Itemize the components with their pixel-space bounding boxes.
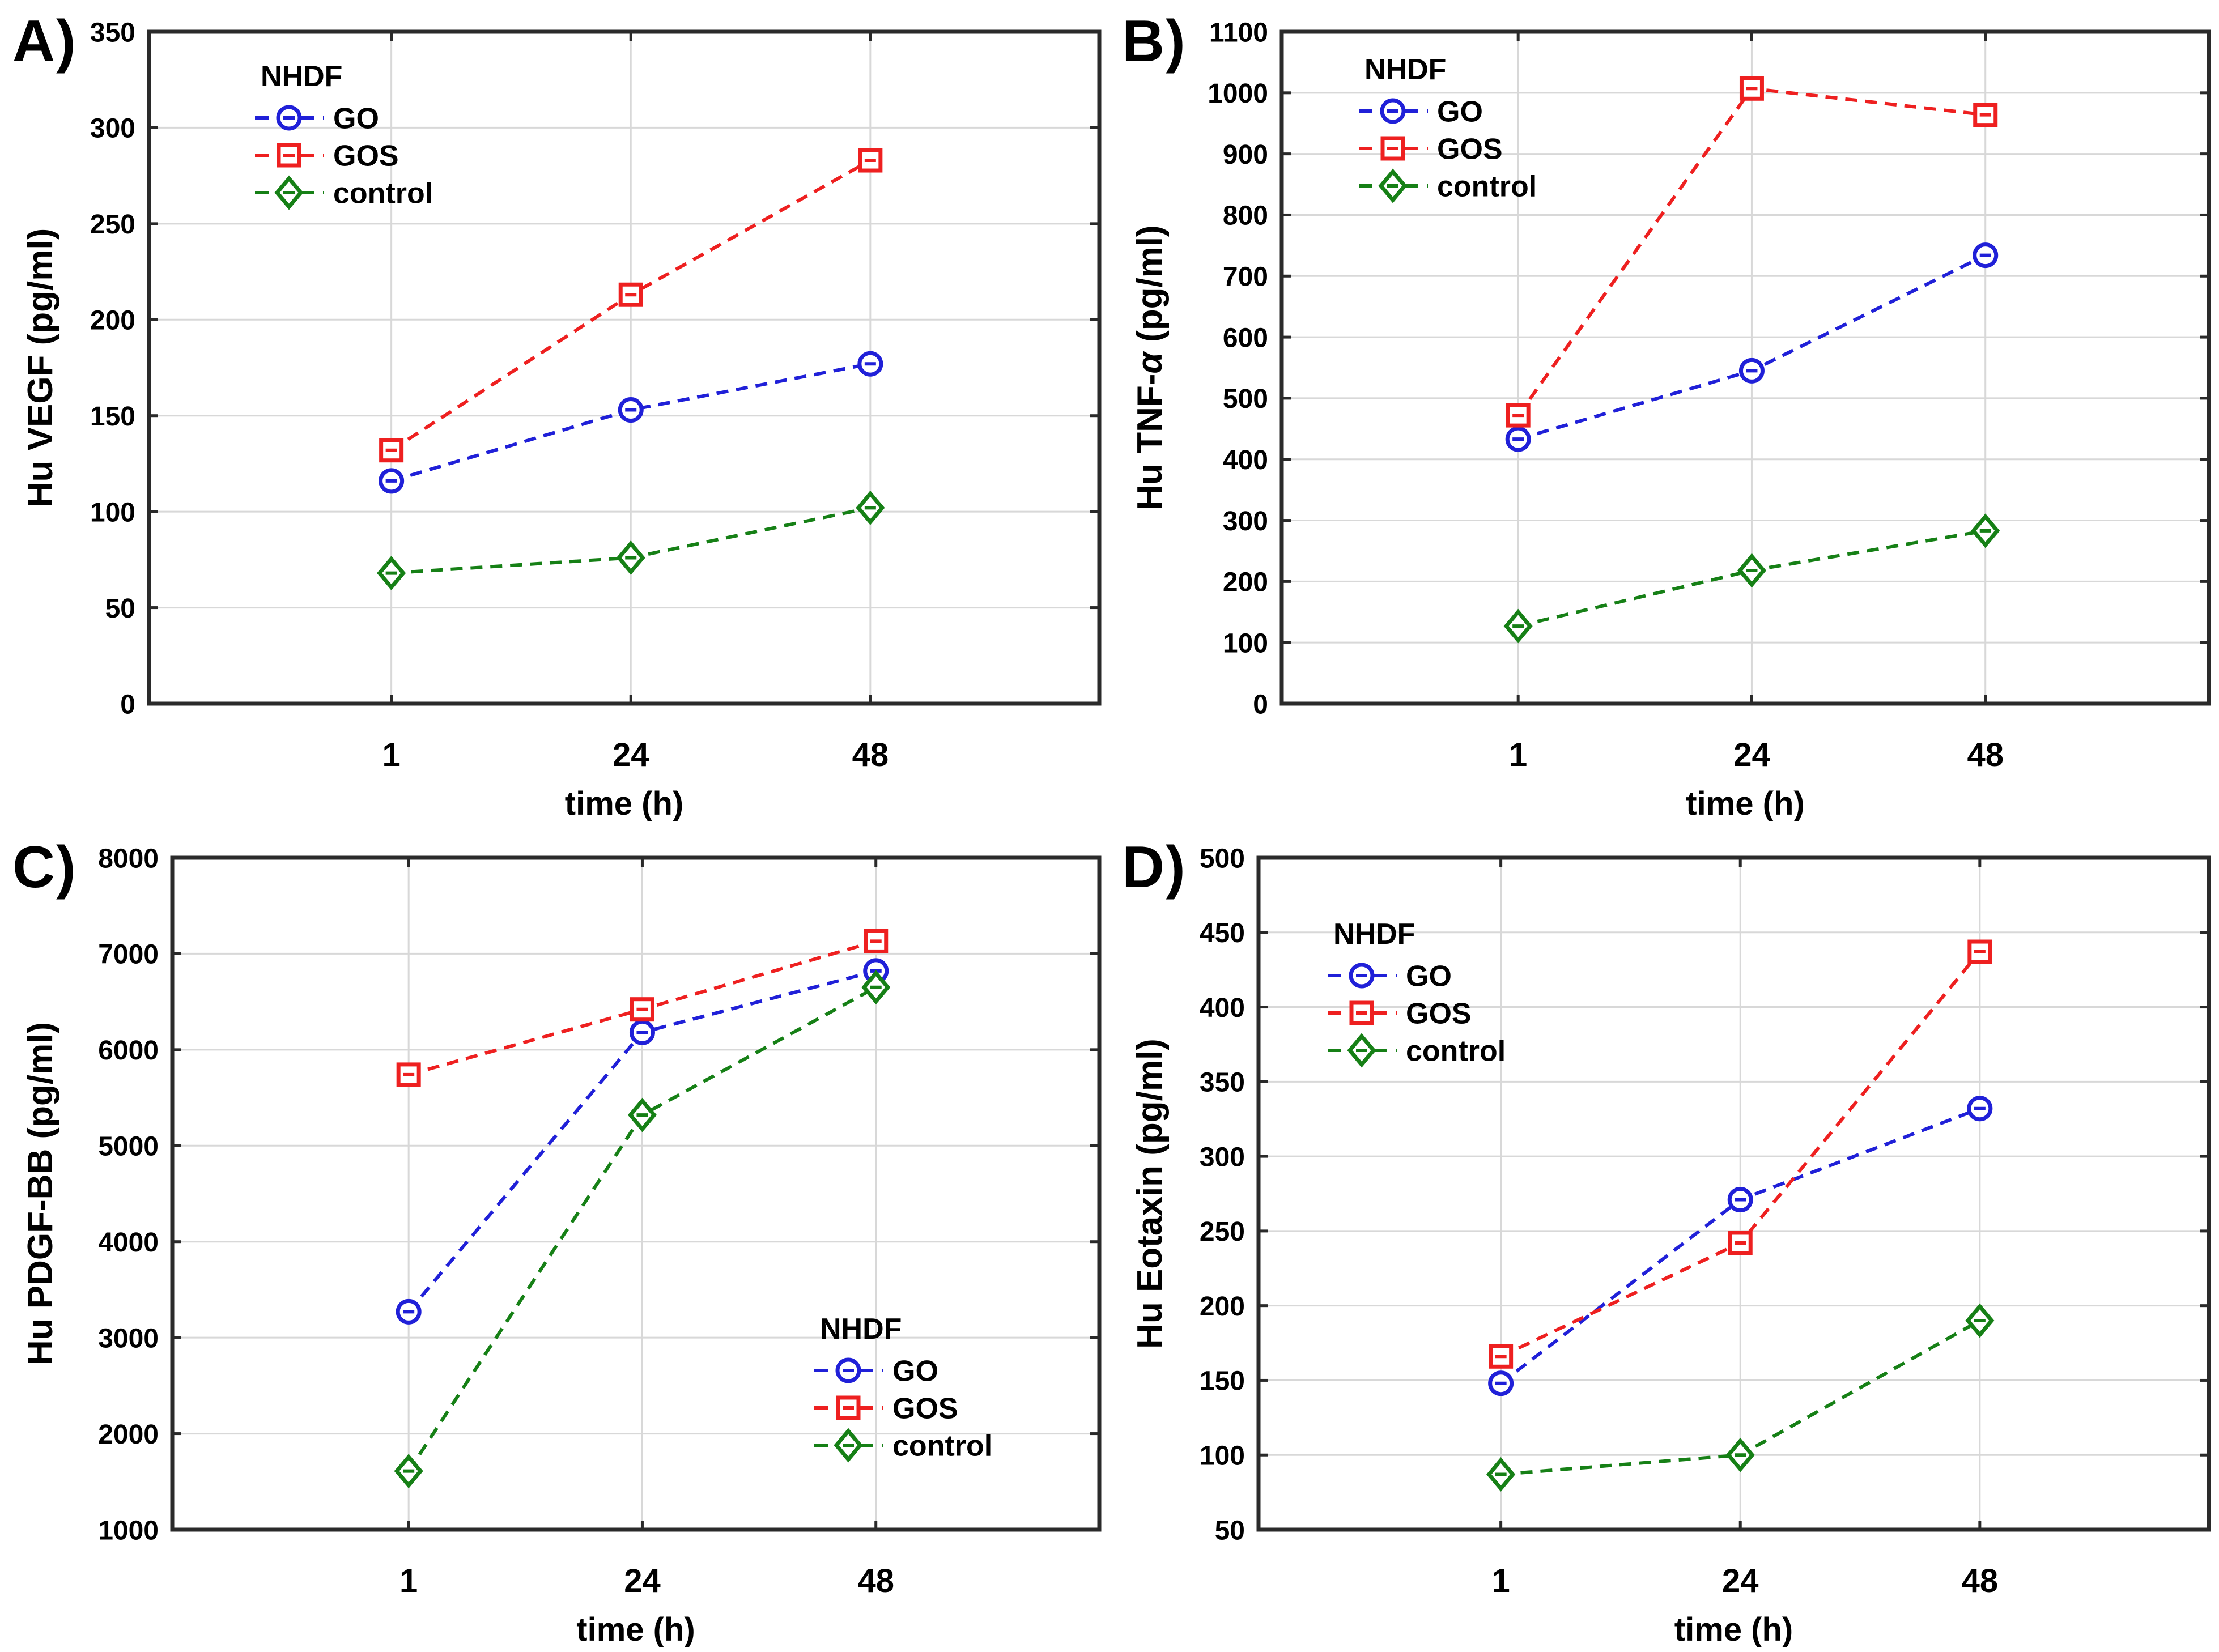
legend-title: NHDF <box>820 1313 902 1346</box>
y-tick-label: 350 <box>90 18 135 48</box>
panel-c-chart: 1000 2000 3000 4000 5000 6000 7000 8000 1 24 48 Hu … <box>21 844 1102 1648</box>
plot-frame <box>1256 855 2211 1532</box>
x-axis-title: time (h) <box>576 1611 695 1648</box>
y-tick-label: 600 <box>1223 323 1268 353</box>
y-tick-label: 450 <box>1200 918 1245 948</box>
legend-label: control <box>333 177 433 210</box>
y-tick-label: 150 <box>90 402 135 432</box>
panel-d: D) 50 100 150 200 250 300 350 400 450 500 1 24 48 Hu … <box>1110 826 2219 1652</box>
y-tick-label: 100 <box>1200 1441 1245 1471</box>
y-tick-label: 250 <box>90 210 135 240</box>
legend-title: NHDF <box>1333 918 1415 951</box>
x-tick-label: 1 <box>1492 1562 1510 1599</box>
x-axis-title: time (h) <box>1674 1611 1793 1648</box>
x-tick-label: 24 <box>1722 1562 1759 1599</box>
y-tick-label: 1100 <box>1209 18 1268 48</box>
square-marker <box>396 1062 421 1087</box>
y-tick-label: 50 <box>105 594 135 624</box>
panel-b-chart: 0 100 200 300 400 500 600 700 800 900 1000 1100 1 24 4… <box>1130 18 2211 822</box>
y-tick-label: 500 <box>1223 384 1268 414</box>
y-tick-label: 350 <box>1200 1068 1245 1098</box>
y-tick-label: 300 <box>1223 506 1268 537</box>
x-axis-title: time (h) <box>565 785 683 822</box>
y-tick-label: 200 <box>1200 1292 1245 1322</box>
legend-label: GOS <box>333 140 399 173</box>
legend-label: GOS <box>1406 998 1472 1031</box>
y-tick-label: 0 <box>120 689 135 719</box>
panel-b: B) 0 100 200 300 400 500 600 700 800 900 1000 1100 1… <box>1110 0 2219 826</box>
y-tick-label: 800 <box>1223 201 1268 231</box>
legend-label: control <box>1437 171 1537 203</box>
legend-title: NHDF <box>1364 53 1446 86</box>
y-tick-label: 400 <box>1223 445 1268 475</box>
y-tick-label: 300 <box>1200 1142 1245 1172</box>
panel-a: A) 0 50 100 150 200 250 300 350 1 24 48 Hu VEGF (pg… <box>0 0 1110 826</box>
x-tick-label: 24 <box>1733 736 1770 773</box>
y-tick-label: 100 <box>1223 628 1268 658</box>
y-axis-title: Hu TNF-α (pg/ml) <box>1130 225 1170 510</box>
legend-title: NHDF <box>261 60 342 93</box>
y-axis-title: Hu VEGF (pg/ml) <box>21 228 60 508</box>
y-axis-title: Hu Eotaxin (pg/ml) <box>1130 1038 1170 1349</box>
y-tick-label: 300 <box>90 114 135 144</box>
plot-frame <box>1279 29 2211 706</box>
x-tick-label: 48 <box>1962 1562 1999 1599</box>
x-tick-label: 48 <box>857 1562 894 1599</box>
y-tick-label: 8000 <box>98 844 159 874</box>
square-marker <box>1380 136 1405 161</box>
legend-label: GO <box>333 103 379 135</box>
y-tick-label: 500 <box>1200 844 1245 874</box>
y-tick-label: 3000 <box>98 1323 159 1353</box>
y-tick-label: 2000 <box>98 1420 159 1450</box>
x-tick-label: 1 <box>1509 736 1527 773</box>
y-tick-label: 400 <box>1200 993 1245 1023</box>
x-tick-label: 48 <box>1967 736 2004 773</box>
legend-label: control <box>892 1430 992 1463</box>
x-tick-label: 48 <box>852 736 889 773</box>
x-tick-label: 1 <box>399 1562 418 1599</box>
y-tick-label: 6000 <box>98 1036 159 1066</box>
legend-label: GO <box>1437 96 1483 129</box>
y-tick-label: 4000 <box>98 1228 159 1258</box>
panel-a-chart: 0 50 100 150 200 250 300 350 1 24 48 Hu VEGF (pg/ml… <box>21 18 1102 822</box>
y-tick-label: 200 <box>1223 568 1268 598</box>
plot-frame <box>147 29 1102 706</box>
legend-label: GOS <box>892 1393 958 1425</box>
y-tick-label: 250 <box>1200 1217 1245 1247</box>
panel-d-letter: D) <box>1122 834 1187 900</box>
y-tick-label: 0 <box>1253 689 1268 719</box>
panel-c: C) 1000 2000 3000 4000 5000 6000 7000 8000 1 24 48… <box>0 826 1110 1652</box>
y-axis-title: Hu PDGF-BB (pg/ml) <box>21 1022 60 1365</box>
y-tick-label: 50 <box>1215 1515 1245 1545</box>
legend-label: GOS <box>1437 133 1503 166</box>
legend-label: control <box>1406 1035 1506 1068</box>
square-marker <box>1973 103 1998 127</box>
x-tick-label: 24 <box>624 1562 661 1599</box>
panel-a-letter: A) <box>12 8 77 74</box>
square-marker <box>864 929 889 953</box>
x-tick-label: 24 <box>613 736 649 773</box>
y-tick-label: 200 <box>90 306 135 336</box>
y-tick-label: 700 <box>1223 262 1268 292</box>
y-tick-label: 900 <box>1223 140 1268 170</box>
square-marker <box>277 143 301 168</box>
plot-frame <box>170 855 1102 1532</box>
square-marker <box>1349 1000 1374 1025</box>
y-tick-label: 1000 <box>98 1515 159 1545</box>
y-tick-label: 5000 <box>98 1132 159 1162</box>
y-tick-label: 100 <box>90 497 135 527</box>
legend-label: GO <box>1406 960 1452 993</box>
x-tick-label: 1 <box>382 736 401 773</box>
y-tick-label: 150 <box>1200 1366 1245 1396</box>
legend-label: GO <box>892 1355 938 1388</box>
panel-d-chart: 50 100 150 200 250 300 350 400 450 500 1 24 48 Hu Eot… <box>1130 844 2211 1648</box>
x-axis-title: time (h) <box>1686 785 1804 822</box>
y-tick-label: 7000 <box>98 940 159 970</box>
panel-b-letter: B) <box>1122 8 1187 74</box>
panel-c-letter: C) <box>12 834 77 900</box>
y-tick-label: 1000 <box>1208 79 1268 109</box>
